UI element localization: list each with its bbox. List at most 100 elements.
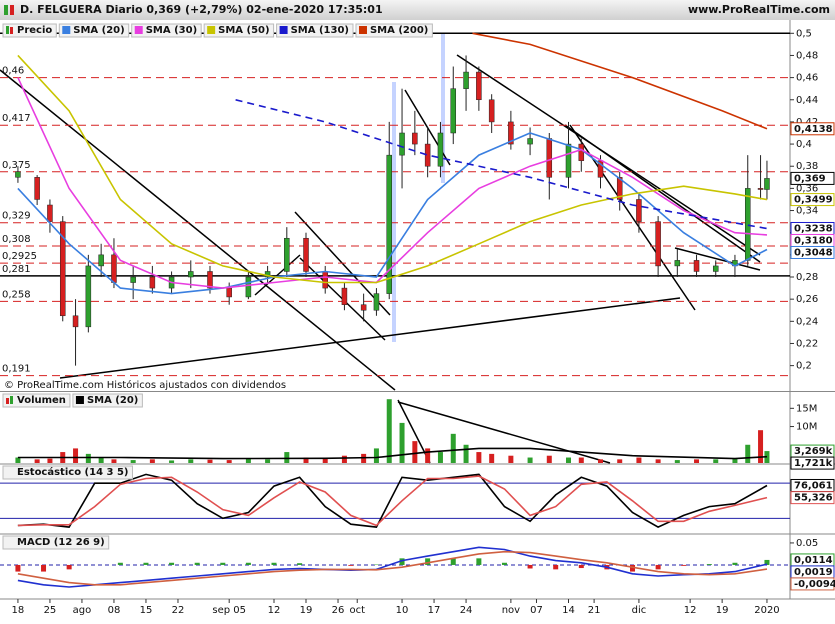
candle-body [387, 155, 392, 293]
value-marker-label: 0,0019 [794, 567, 833, 578]
candle-body [758, 188, 763, 189]
macd-histogram [707, 564, 712, 565]
candle-body [547, 139, 552, 178]
volume-bar [547, 456, 552, 463]
y-tick-label: 0,4 [796, 139, 812, 150]
value-marker-label: -0,0094 [794, 579, 835, 590]
volume-bar [636, 458, 641, 463]
y-tick-label: 0.05 [796, 538, 818, 549]
macd-histogram [502, 563, 507, 565]
candle-body [489, 100, 494, 122]
value-marker-label: 0,3180 [794, 235, 833, 246]
y-tick-label: 0,28 [796, 272, 818, 283]
value-marker-label: 3,269k [794, 446, 833, 457]
y-tick-label: 0,24 [796, 316, 818, 327]
legend-label: SMA (130) [291, 25, 349, 36]
macd-histogram [15, 565, 20, 572]
value-marker-label: 0,0114 [794, 555, 833, 566]
legend-swatch [207, 26, 215, 34]
candle-body [99, 255, 104, 266]
y-tick-label: 0,44 [796, 95, 818, 106]
x-tick-label: 26 [332, 605, 345, 616]
x-tick-label: 10 [396, 605, 409, 616]
candle-body [47, 205, 52, 222]
x-tick-label: nov [502, 605, 520, 616]
x-tick-label: ago [73, 605, 92, 616]
candle-body [284, 238, 289, 271]
y-tick-label: 0,22 [796, 338, 818, 349]
volume-bar [47, 459, 52, 463]
candle-body [131, 277, 136, 283]
candle-body [323, 271, 328, 288]
candle-body [528, 139, 533, 145]
candle-body [579, 144, 584, 161]
volume-bar [265, 459, 270, 463]
legend-swatch [6, 398, 9, 404]
x-tick-label: 15 [140, 605, 153, 616]
legend-item: Precio [3, 24, 56, 37]
volume-bar [617, 459, 622, 463]
volume-bar [656, 459, 661, 463]
volume-bar [451, 434, 456, 463]
volume-bar [598, 459, 603, 463]
x-tick-label: 22 [172, 605, 185, 616]
volume-bar [464, 445, 469, 463]
volume-bar [15, 458, 20, 463]
legend-swatch [280, 26, 288, 34]
candle-body [566, 144, 571, 177]
macd-histogram [272, 563, 277, 565]
macd-histogram [656, 565, 661, 569]
value-marker-label: 0,3499 [794, 195, 833, 206]
value-marker-label: 0,3238 [794, 223, 833, 234]
header-icon [4, 5, 8, 15]
y-tick-label: 0,5 [796, 28, 812, 39]
volume-bar [579, 458, 584, 463]
macd-histogram [425, 558, 430, 565]
volume-bar [425, 448, 430, 463]
volume-bar [169, 460, 174, 463]
candle-body [86, 266, 91, 327]
y-tick-label: 0,2 [796, 361, 812, 372]
series-line [18, 547, 767, 587]
legend-item: Volumen [3, 394, 70, 407]
legend-swatch [10, 27, 13, 34]
legend-label: SMA (200) [370, 25, 428, 36]
candle-body [207, 271, 212, 288]
legend-swatch [6, 26, 9, 34]
candle-body [656, 222, 661, 266]
volume-bar [528, 458, 533, 463]
macd-histogram [41, 565, 46, 572]
level-label: 0,281 [2, 264, 31, 275]
x-tick-label: 19 [716, 605, 729, 616]
macd-histogram [67, 565, 72, 569]
series-line [18, 448, 767, 458]
volume-bar [374, 448, 379, 463]
legend-item: SMA (130) [277, 24, 353, 37]
level-label: 0,417 [2, 113, 31, 124]
legend-item: MACD (12 26 9) [3, 536, 109, 549]
macd-histogram [579, 565, 584, 568]
legend-item: SMA (200) [356, 24, 432, 37]
candle-body [400, 133, 405, 155]
volume-bar [284, 452, 289, 463]
legend-label: MACD (12 26 9) [17, 537, 105, 548]
x-tick-label: 21 [588, 605, 601, 616]
footer-note: © ProRealTime.com Históricos ajustados c… [4, 379, 286, 391]
candle-body [111, 255, 116, 283]
volume-bar [188, 459, 193, 463]
candle-body [304, 238, 309, 271]
volume-bar [758, 430, 763, 463]
y-tick-label: 0,26 [796, 294, 818, 305]
candle-body [374, 294, 379, 311]
candle-body [476, 72, 481, 100]
macd-histogram [169, 563, 174, 565]
highlight [392, 82, 396, 342]
level-label: 0,308 [2, 234, 31, 245]
volume-bar [476, 452, 481, 463]
macd-histogram [220, 563, 225, 565]
candle-body [694, 260, 699, 271]
x-tick-label: 14 [562, 605, 575, 616]
candle-body [438, 133, 443, 166]
macd-histogram [143, 563, 148, 565]
candle-body [361, 305, 366, 311]
